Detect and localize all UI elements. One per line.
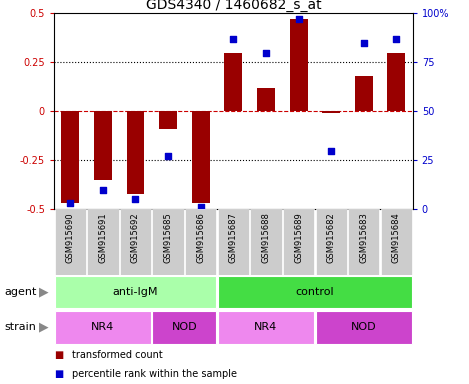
Bar <box>218 209 249 275</box>
Bar <box>316 311 412 344</box>
Bar <box>127 111 144 194</box>
Text: GSM915689: GSM915689 <box>294 212 303 263</box>
Text: NR4: NR4 <box>91 322 114 333</box>
Bar <box>289 19 308 111</box>
Bar <box>87 209 119 275</box>
Point <box>360 40 368 46</box>
Bar <box>283 209 314 275</box>
Text: agent: agent <box>5 287 37 297</box>
Bar <box>322 111 340 113</box>
Bar <box>224 53 242 111</box>
Text: strain: strain <box>5 322 37 333</box>
Bar <box>54 209 86 275</box>
Text: GSM915691: GSM915691 <box>98 212 107 263</box>
Bar <box>218 276 412 308</box>
Bar <box>192 111 210 204</box>
Text: ▶: ▶ <box>39 285 49 298</box>
Point <box>262 50 270 56</box>
Text: percentile rank within the sample: percentile rank within the sample <box>72 369 237 379</box>
Text: NOD: NOD <box>351 322 377 333</box>
Text: ■: ■ <box>54 369 63 379</box>
Bar <box>61 111 79 204</box>
Title: GDS4340 / 1460682_s_at: GDS4340 / 1460682_s_at <box>145 0 321 12</box>
Text: GSM915683: GSM915683 <box>359 212 368 263</box>
Text: GSM915685: GSM915685 <box>164 212 173 263</box>
Bar <box>54 311 151 344</box>
Text: GSM915688: GSM915688 <box>261 212 271 263</box>
Bar <box>355 76 373 111</box>
Point <box>99 187 106 193</box>
Text: anti-IgM: anti-IgM <box>113 287 158 297</box>
Text: GSM915684: GSM915684 <box>392 212 401 263</box>
Point <box>164 153 172 159</box>
Text: GSM915682: GSM915682 <box>327 212 336 263</box>
Bar <box>120 209 151 275</box>
Point <box>229 36 237 42</box>
Point <box>197 204 204 210</box>
Text: NR4: NR4 <box>254 322 278 333</box>
Bar <box>94 111 112 180</box>
Bar <box>381 209 412 275</box>
Text: control: control <box>295 287 334 297</box>
Bar <box>316 209 347 275</box>
Text: GSM915692: GSM915692 <box>131 212 140 263</box>
Bar <box>54 276 216 308</box>
Text: GSM915690: GSM915690 <box>66 212 75 263</box>
Bar <box>159 111 177 129</box>
Text: GSM915687: GSM915687 <box>229 212 238 263</box>
Text: transformed count: transformed count <box>72 350 162 360</box>
Bar <box>257 88 275 111</box>
Point <box>67 200 74 207</box>
Bar <box>348 209 379 275</box>
Bar <box>152 209 184 275</box>
Text: ▶: ▶ <box>39 321 49 334</box>
Point <box>295 16 303 22</box>
Bar <box>250 209 281 275</box>
Text: ■: ■ <box>54 350 63 360</box>
Point <box>327 147 335 154</box>
Bar <box>387 53 405 111</box>
Text: GSM915686: GSM915686 <box>196 212 205 263</box>
Bar <box>185 209 216 275</box>
Bar <box>152 311 216 344</box>
Point <box>132 197 139 203</box>
Text: NOD: NOD <box>172 322 197 333</box>
Point <box>393 36 400 42</box>
Bar <box>218 311 314 344</box>
